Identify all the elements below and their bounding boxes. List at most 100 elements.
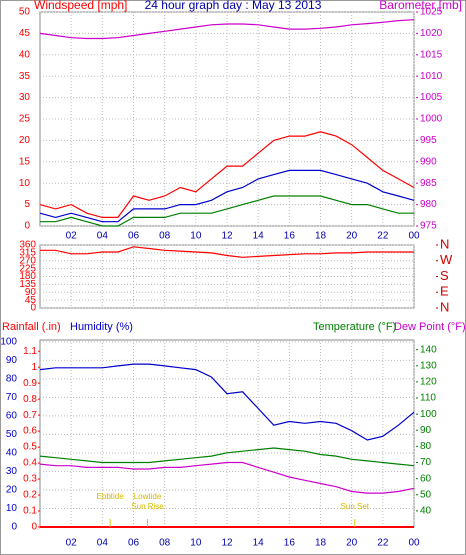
y3-tick-label: 0.5 bbox=[23, 442, 37, 453]
y2-tick-label: 980 bbox=[420, 199, 437, 210]
x-tick-label: 12 bbox=[221, 538, 233, 549]
y2-tick-label: N bbox=[440, 236, 449, 251]
y2-tick-label: 120 bbox=[420, 377, 437, 388]
series-line bbox=[39, 363, 415, 441]
y3-tick-label: 0.4 bbox=[23, 458, 37, 469]
x-tick-label: 14 bbox=[253, 231, 265, 242]
y2-tick-label: N bbox=[440, 299, 449, 314]
series-line bbox=[39, 447, 415, 467]
y2-tick-label: W bbox=[440, 252, 453, 267]
y-tick-label: 80 bbox=[6, 374, 18, 385]
y3-tick-label: 1 bbox=[31, 362, 37, 373]
x-tick-label: 10 bbox=[190, 538, 202, 549]
x-tick-label: 14 bbox=[253, 538, 265, 549]
y2-tick-label: 1000 bbox=[420, 114, 443, 125]
x-tick-label: 20 bbox=[346, 538, 358, 549]
y2-tick-label: 985 bbox=[420, 178, 437, 189]
series-line bbox=[39, 461, 415, 494]
annotation: Sun Set bbox=[341, 502, 370, 511]
y-tick-label: 0 bbox=[11, 522, 17, 533]
x-tick-label: 08 bbox=[159, 538, 171, 549]
y2-tick-label: 90 bbox=[420, 425, 432, 436]
y-tick-label: 60 bbox=[6, 411, 18, 422]
y2-tick-label: 50 bbox=[420, 489, 432, 500]
y-tick-label: 360 bbox=[19, 240, 36, 251]
x-tick-label: 02 bbox=[66, 538, 78, 549]
y3-tick-label: 0.3 bbox=[23, 474, 37, 485]
y2-tick-label: 995 bbox=[420, 135, 437, 146]
y-tick-label: 270 bbox=[19, 255, 36, 266]
y3-tick-label: 0.1 bbox=[23, 506, 37, 517]
series-line bbox=[40, 195, 414, 227]
y-tick-label: 10 bbox=[6, 503, 18, 514]
y2-tick-label: E bbox=[440, 284, 449, 299]
annotation: Sun Rise bbox=[131, 502, 164, 511]
chart-title: 24 hour graph day : May 13 2013 bbox=[145, 0, 322, 12]
y2-tick-label: 40 bbox=[420, 506, 432, 517]
y-tick-label: 5 bbox=[24, 199, 30, 210]
y-tick-label: 90 bbox=[25, 287, 37, 298]
y3-tick-label: 0.8 bbox=[23, 394, 37, 405]
y2-tick-label: 1010 bbox=[420, 71, 443, 82]
y-tick-label: 90 bbox=[6, 355, 18, 366]
y3-tick-label: 0.6 bbox=[23, 426, 37, 437]
x-tick-label: 20 bbox=[346, 231, 358, 242]
y-tick-label: 40 bbox=[19, 49, 31, 60]
y-tick-label: 100 bbox=[0, 336, 17, 347]
y2-tick-label: 1020 bbox=[420, 28, 443, 39]
y2-tick-label: 1025 bbox=[420, 7, 443, 18]
y-tick-label: 0 bbox=[30, 303, 36, 314]
x-tick-label: 10 bbox=[190, 231, 202, 242]
series-line bbox=[39, 131, 415, 218]
series-line bbox=[39, 19, 415, 40]
y2-tick-label: 100 bbox=[420, 409, 437, 420]
y-tick-label: 50 bbox=[6, 429, 18, 440]
y-tick-label: 30 bbox=[19, 92, 31, 103]
annotation: Lowtide bbox=[134, 492, 162, 501]
y-tick-label: 20 bbox=[6, 485, 18, 496]
x-tick-label: 00 bbox=[408, 231, 420, 242]
y2-tick-label: 990 bbox=[420, 156, 437, 167]
y-tick-label: 225 bbox=[19, 263, 36, 274]
x-tick-label: 16 bbox=[284, 538, 296, 549]
x-tick-label: 08 bbox=[159, 231, 171, 242]
y2-label: Barometer [mb] bbox=[379, 0, 462, 12]
y-tick-label: 10 bbox=[19, 178, 31, 189]
y-tick-label: 45 bbox=[19, 28, 31, 39]
legend-entry: Humidity (%) bbox=[70, 321, 133, 333]
y2-tick-label: 110 bbox=[420, 393, 436, 404]
y-tick-label: 25 bbox=[19, 114, 31, 125]
legend-entry: Temperature (°F) bbox=[313, 321, 396, 333]
y2-tick-label: 1005 bbox=[420, 92, 443, 103]
y3-tick-label: 0 bbox=[31, 522, 37, 533]
x-tick-label: 02 bbox=[66, 231, 78, 242]
y3-tick-label: 0.2 bbox=[23, 490, 37, 501]
x-tick-label: 00 bbox=[408, 538, 420, 549]
y-tick-label: 20 bbox=[19, 135, 31, 146]
y-tick-label: 35 bbox=[19, 71, 31, 82]
y-tick-label: 180 bbox=[19, 271, 36, 282]
x-tick-label: 06 bbox=[128, 231, 140, 242]
y2-tick-label: 1015 bbox=[420, 49, 443, 60]
x-tick-label: 06 bbox=[128, 538, 140, 549]
y3-tick-label: 0.7 bbox=[23, 410, 37, 421]
x-tick-label: 22 bbox=[377, 538, 389, 549]
y-tick-label: 135 bbox=[19, 279, 36, 290]
y-tick-label: 70 bbox=[6, 392, 18, 403]
legend-entry: Dew Point (°F) bbox=[394, 321, 466, 333]
x-tick-label: 16 bbox=[284, 231, 296, 242]
y-tick-label: 45 bbox=[25, 295, 37, 306]
y2-tick-label: 60 bbox=[420, 473, 432, 484]
y-tick-label: 50 bbox=[19, 7, 31, 18]
y2-tick-label: 140 bbox=[420, 344, 437, 355]
y2-tick-label: 70 bbox=[420, 457, 432, 468]
x-tick-label: 22 bbox=[377, 231, 389, 242]
y3-tick-label: 1.1 bbox=[23, 346, 37, 357]
y-tick-label: 15 bbox=[19, 156, 31, 167]
y2-tick-label: 975 bbox=[420, 221, 437, 232]
x-tick-label: 04 bbox=[97, 231, 109, 242]
series-line bbox=[40, 246, 414, 258]
series-line bbox=[39, 169, 415, 223]
y2-tick-label: 80 bbox=[420, 441, 432, 452]
